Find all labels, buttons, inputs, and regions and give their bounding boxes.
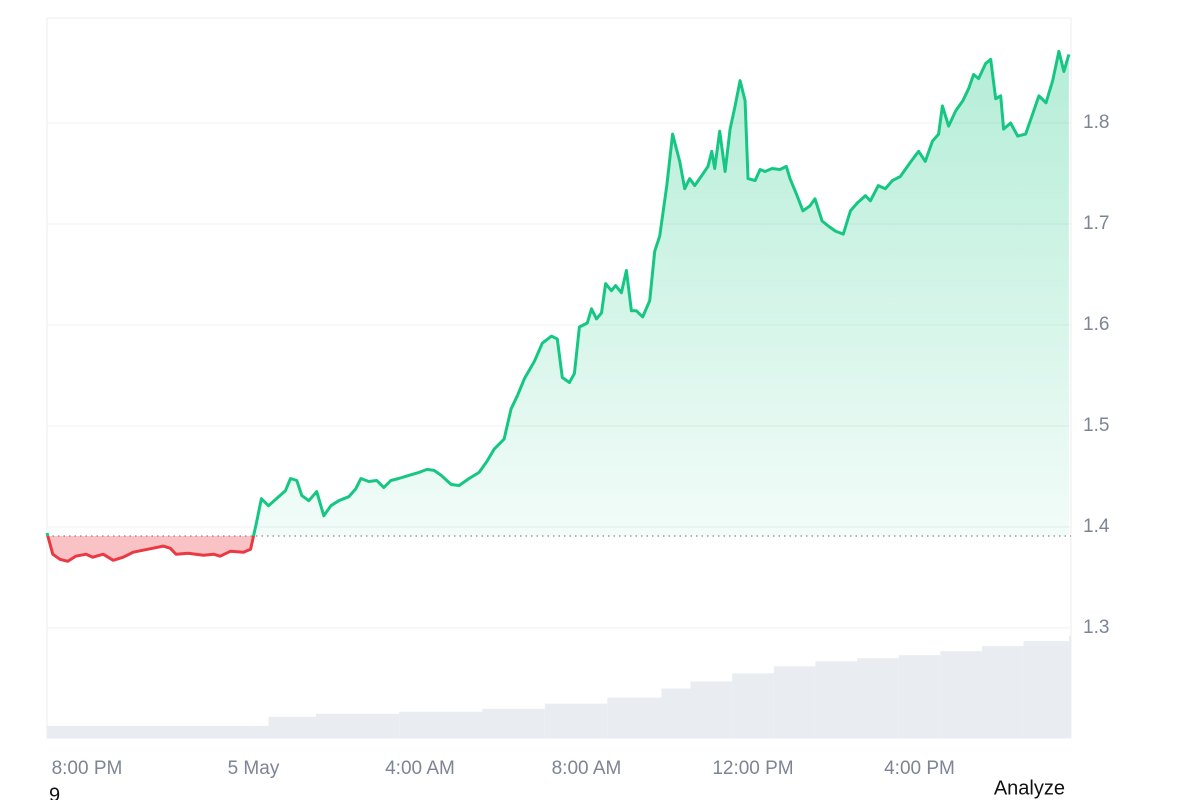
volume-bar xyxy=(268,716,316,738)
volume-bar xyxy=(1023,641,1069,738)
volume-bar xyxy=(940,651,982,738)
volume-bar xyxy=(315,713,400,738)
labels: 1.3 1.4 1.5 1.6 1.7 1.8 8:00 PM 5 May 4:00 AM 8:0… xyxy=(52,112,1110,779)
y-tick-label: 1.3 xyxy=(1083,617,1109,638)
volume xyxy=(47,636,1071,738)
volume-bar xyxy=(732,673,774,738)
volume-bar xyxy=(482,708,545,738)
x-tick-label: 8:00 AM xyxy=(552,758,622,779)
x-tick-label: 5 May xyxy=(228,758,280,779)
volume-bar xyxy=(1068,636,1071,738)
volume-bar xyxy=(250,725,269,738)
volume-bar xyxy=(47,725,251,738)
y-tick-label: 1.7 xyxy=(1083,213,1109,234)
volume-bar xyxy=(815,661,858,738)
volume-bar xyxy=(607,697,662,738)
line-above xyxy=(45,49,1071,537)
volume-bar xyxy=(981,646,1024,738)
x-tick-label: 8:00 PM xyxy=(52,758,123,779)
x-tick-label: 4:00 AM xyxy=(385,758,455,779)
volume-bar xyxy=(690,681,733,738)
x-tick-label: 4:00 PM xyxy=(884,758,955,779)
y-tick-label: 1.6 xyxy=(1083,314,1109,335)
y-tick-label: 1.5 xyxy=(1083,415,1109,436)
area-above xyxy=(47,51,1069,537)
analyze-button[interactable]: Analyze xyxy=(994,777,1065,799)
y-tick-label: 1.8 xyxy=(1083,112,1109,133)
volume-bar xyxy=(544,703,608,738)
volume-bar xyxy=(898,655,941,738)
areas xyxy=(47,51,1069,562)
volume-bar xyxy=(773,666,816,738)
footer-fragment: 9 xyxy=(49,784,60,800)
volume-bar xyxy=(399,711,483,738)
y-tick-label: 1.4 xyxy=(1083,516,1110,537)
x-tick-label: 12:00 PM xyxy=(712,758,793,779)
volume-bar xyxy=(857,658,899,738)
lines xyxy=(45,49,1071,563)
volume-bar xyxy=(661,688,691,738)
